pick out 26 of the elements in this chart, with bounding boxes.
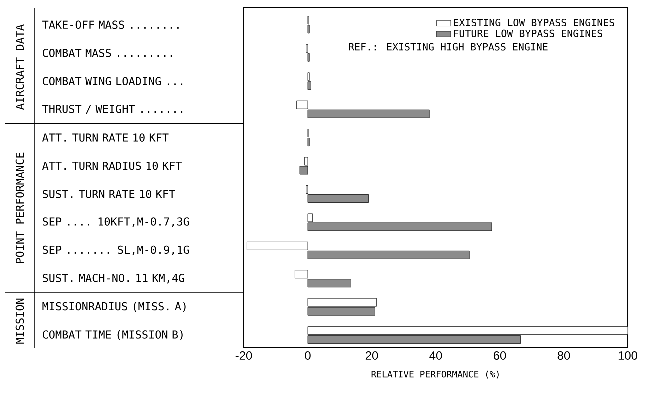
y-tick-label: SEP .... 10KFT,M-0.7,3G (43, 218, 190, 228)
x-tick-label: 20 (366, 352, 378, 360)
x-tick-label: 40 (430, 352, 442, 360)
y-tick-label: MISSIONRADIUS (MISS. A) (42, 302, 186, 312)
x-tick-label: 60 (494, 352, 506, 360)
annotation: REF.: EXISTING HIGH BYPASS ENGINE (349, 43, 548, 51)
y-tick-label: COMBAT MASS ......... (43, 49, 172, 58)
y-tick-label: ATT. TURN RATE 10 KFT (42, 134, 169, 142)
y-tick-label: TAKE-OFF MASS ........ (42, 20, 179, 30)
x-tick-label: 100 (618, 352, 638, 360)
text: AIRCRAFT DATA (16, 24, 24, 110)
text: MISSION (16, 298, 24, 344)
y-tick-label: SUST. MACH-NO. 11 KM,4G (43, 274, 184, 284)
x-tick-label: -20 (236, 352, 252, 360)
y-tick-label: THRUST / WEIGHT ....... (42, 105, 183, 114)
y-tick-label: COMBAT TIME (MISSION B) (43, 330, 183, 340)
x-tick-label: 80 (558, 352, 570, 360)
x-axis-title: RELATIVE PERFORMANCE (%) (372, 370, 499, 379)
legend-label: FUTURE LOW BYPASS ENGINES (454, 30, 602, 38)
y-tick-label: SUST. TURN RATE 10 KFT (43, 190, 176, 198)
y-tick-label: COMBAT WING LOADING ... (43, 77, 183, 86)
y-tick-label: ATT. TURN RADIUS 10 KFT (42, 162, 182, 170)
y-tick-label: SEP ....... SL,M-0.9,1G (43, 246, 190, 256)
legend-label: EXISTING LOW BYPASS ENGINES (454, 18, 614, 27)
text: POINT PERFORMANCE (16, 152, 24, 264)
x-tick-label: 0 (305, 352, 311, 360)
